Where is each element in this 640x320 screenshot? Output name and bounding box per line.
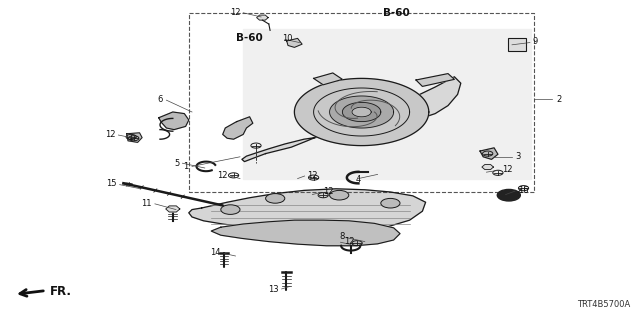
Text: 16: 16	[518, 186, 529, 195]
Polygon shape	[189, 189, 426, 234]
Polygon shape	[242, 77, 461, 162]
Text: 2: 2	[557, 95, 562, 104]
Polygon shape	[342, 102, 381, 122]
Text: TRT4B5700A: TRT4B5700A	[577, 300, 630, 309]
Circle shape	[381, 198, 400, 208]
Polygon shape	[294, 78, 429, 146]
Circle shape	[221, 205, 240, 214]
Polygon shape	[159, 112, 189, 130]
Text: 10: 10	[282, 34, 292, 43]
Text: 12: 12	[230, 8, 241, 17]
Text: 15: 15	[106, 180, 116, 188]
Polygon shape	[127, 133, 142, 142]
Polygon shape	[257, 15, 268, 20]
Text: 4: 4	[355, 175, 360, 184]
Polygon shape	[482, 164, 493, 170]
Text: 13: 13	[268, 285, 278, 294]
Text: 14: 14	[211, 248, 221, 257]
Text: 3: 3	[515, 152, 520, 161]
Text: B-60: B-60	[383, 8, 410, 18]
Text: FR.: FR.	[50, 285, 72, 298]
Text: 12: 12	[307, 171, 317, 180]
Text: 1: 1	[184, 162, 189, 171]
Polygon shape	[314, 73, 342, 85]
Text: 12: 12	[105, 130, 115, 139]
Polygon shape	[330, 96, 394, 128]
Text: 12: 12	[323, 188, 333, 196]
Polygon shape	[211, 220, 400, 246]
Polygon shape	[243, 29, 531, 179]
Circle shape	[497, 189, 520, 201]
Text: 11: 11	[141, 199, 152, 208]
Text: B-60: B-60	[236, 33, 263, 44]
Bar	[508, 38, 526, 51]
Text: 6: 6	[158, 95, 163, 104]
Polygon shape	[416, 74, 454, 86]
Polygon shape	[166, 206, 180, 212]
Polygon shape	[480, 148, 498, 159]
Text: 5: 5	[174, 159, 179, 168]
Text: 12: 12	[502, 165, 513, 174]
Text: 12: 12	[344, 237, 354, 246]
Circle shape	[266, 194, 285, 203]
Polygon shape	[223, 117, 253, 139]
Polygon shape	[287, 38, 302, 47]
Text: 12: 12	[217, 171, 227, 180]
Bar	[189, 13, 534, 192]
Circle shape	[330, 190, 349, 200]
Text: 9: 9	[532, 37, 538, 46]
Polygon shape	[352, 107, 371, 117]
Text: 8: 8	[339, 232, 344, 241]
